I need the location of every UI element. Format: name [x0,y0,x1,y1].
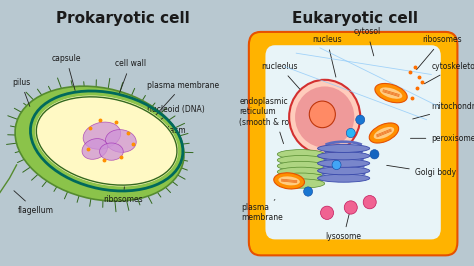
Ellipse shape [277,161,325,171]
Ellipse shape [318,174,370,182]
Text: Golgi body: Golgi body [387,165,456,177]
Text: plasma
membrane: plasma membrane [242,200,283,222]
Text: mitochondrion: mitochondrion [413,102,474,119]
Text: plasma membrane: plasma membrane [147,81,219,115]
Ellipse shape [35,95,178,186]
Ellipse shape [356,115,365,124]
Ellipse shape [318,144,370,152]
Ellipse shape [318,152,370,160]
Ellipse shape [277,167,325,177]
Text: peroxisome: peroxisome [410,134,474,143]
Text: Eukaryotic cell: Eukaryotic cell [292,11,419,26]
Ellipse shape [370,149,379,159]
Text: nucleus: nucleus [312,35,342,77]
Ellipse shape [320,206,334,219]
Text: cytoplasm: cytoplasm [142,126,187,150]
Text: lysosome: lysosome [326,210,362,241]
Ellipse shape [363,196,376,209]
Ellipse shape [380,88,402,99]
Ellipse shape [278,176,300,185]
Text: flagellum: flagellum [14,191,54,215]
Ellipse shape [289,80,360,154]
Ellipse shape [369,123,399,143]
Text: endoplasmic
reticulum
(smooth & rough): endoplasmic reticulum (smooth & rough) [239,97,307,144]
Text: capsule: capsule [52,54,81,90]
Ellipse shape [106,130,136,152]
Ellipse shape [277,149,325,159]
Text: cytoskeleton: cytoskeleton [424,62,474,84]
Ellipse shape [374,127,394,139]
Text: nucleolus: nucleolus [261,62,316,107]
Text: cytosol: cytosol [354,27,381,56]
Text: pilus: pilus [12,78,30,106]
Text: cell wall: cell wall [115,59,146,93]
Ellipse shape [15,86,184,201]
Ellipse shape [332,160,341,170]
Ellipse shape [318,159,370,167]
Ellipse shape [344,201,357,214]
Ellipse shape [375,84,407,103]
Text: Prokaryotic cell: Prokaryotic cell [56,11,190,26]
FancyBboxPatch shape [249,32,457,255]
FancyBboxPatch shape [265,45,441,239]
Ellipse shape [346,128,355,138]
Ellipse shape [277,173,325,182]
Ellipse shape [100,143,123,160]
Ellipse shape [82,139,108,159]
Ellipse shape [274,173,304,189]
Ellipse shape [83,122,121,149]
Ellipse shape [277,179,325,188]
Text: nucleoid (DNA): nucleoid (DNA) [140,105,205,134]
Ellipse shape [318,167,370,175]
Ellipse shape [304,187,313,196]
Text: ribosomes: ribosomes [417,35,462,70]
Text: ribosomes: ribosomes [103,176,143,204]
Ellipse shape [277,155,325,165]
Ellipse shape [295,86,355,148]
Ellipse shape [309,101,336,128]
